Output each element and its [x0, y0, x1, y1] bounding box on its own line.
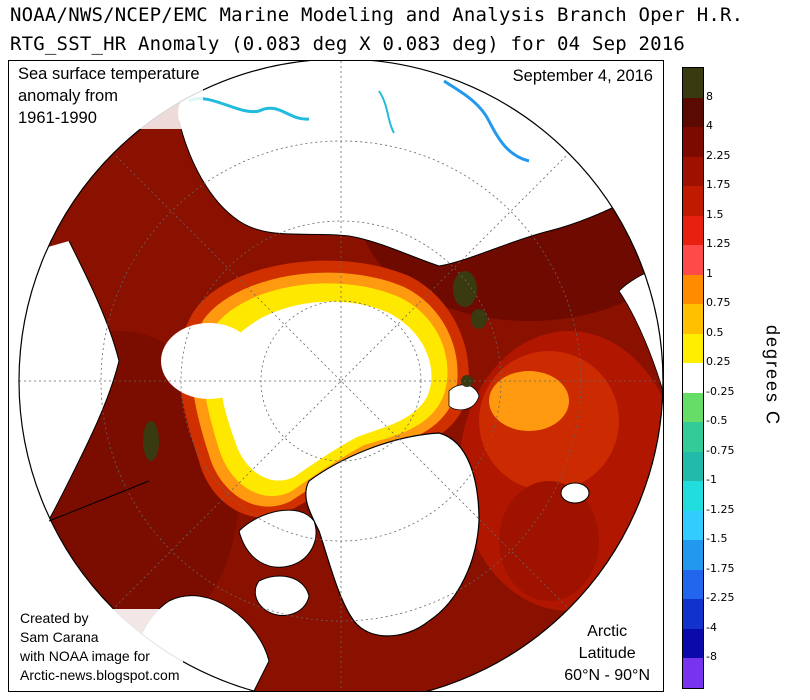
colorbar-segment	[683, 304, 703, 335]
colorbar-tick-label: -8	[706, 650, 717, 664]
map-title-line: Sea surface temperature	[18, 65, 200, 83]
colorbar-segment	[683, 628, 703, 659]
colorbar-tick-label: -0.5	[706, 414, 728, 428]
colorbar-tick-label: 0.25	[706, 355, 731, 369]
colorbar-tick-label: -2.25	[706, 591, 735, 605]
colorbar-segment	[683, 156, 703, 187]
colorbar-segment	[683, 127, 703, 158]
colorbar-unit: degrees C	[742, 310, 802, 440]
credit-line: Created by	[20, 610, 89, 626]
colorbar-segment	[683, 481, 703, 512]
colorbar-segment	[683, 451, 703, 482]
map-title-line: 1961-1990	[18, 109, 97, 127]
region-line: 60°N - 90°N	[564, 667, 650, 684]
colorbar-segment	[683, 68, 703, 99]
colorbar-tick-label: 1.5	[706, 207, 724, 221]
greenland-landmass	[305, 432, 480, 637]
colorbar-tick-label: -1.75	[706, 561, 735, 575]
colorbar-tick-label: 1.75	[706, 178, 731, 192]
colorbar-segment	[683, 422, 703, 453]
sst-anomaly-map	[18, 61, 663, 691]
colorbar-tick-label: 2.25	[706, 148, 731, 162]
colorbar-segment	[683, 186, 703, 217]
colorbar-segment	[683, 215, 703, 246]
colorbar-tick-label: -1	[706, 473, 717, 487]
iceland-landmass	[560, 482, 590, 504]
colorbar-segment	[683, 569, 703, 600]
colorbar-segment	[683, 245, 703, 276]
colorbar-legend	[682, 67, 704, 689]
map-panel: Sea surface temperature anomaly from 196…	[8, 60, 664, 692]
map-title-line: anomaly from	[18, 87, 118, 105]
colorbar-segment	[683, 274, 703, 305]
colorbar-tick-label: -1.25	[706, 502, 735, 516]
colorbar-tick-label: 8	[706, 89, 713, 103]
region-line: Arctic	[587, 623, 628, 640]
credit-overlay: Created by Sam Carana with NOAA image fo…	[17, 609, 183, 685]
map-date: September 4, 2016	[512, 67, 653, 85]
colorbar-segment	[683, 363, 703, 394]
colorbar-tick-label: 1	[706, 266, 713, 280]
colorbar-tick-label: 4	[706, 119, 713, 133]
colorbar-tick-label: 0.5	[706, 325, 724, 339]
region-overlay: Arctic Latitude 60°N - 90°N	[561, 621, 653, 687]
credit-line: with NOAA image for	[20, 648, 150, 664]
colorbar-segment	[683, 658, 703, 689]
credit-line: Arctic-news.blogspot.com	[20, 667, 180, 683]
colorbar-tick-label: -0.75	[706, 443, 735, 457]
colorbar-tick-label: -0.25	[706, 384, 735, 398]
colorbar-segment	[683, 599, 703, 630]
colorbar-unit-text: degrees C	[762, 324, 783, 427]
credit-line: Sam Carana	[20, 629, 99, 645]
map-title-overlay: Sea surface temperature anomaly from 196…	[15, 63, 203, 129]
colorbar-tick-label: 1.25	[706, 237, 731, 251]
colorbar-segment	[683, 97, 703, 128]
colorbar-segment	[683, 333, 703, 364]
region-line: Latitude	[578, 645, 636, 662]
header-line-2: RTG_SST_HR Anomaly (0.083 deg X 0.083 de…	[10, 33, 686, 55]
colorbar-tick-label: -4	[706, 620, 717, 634]
colorbar-tick-label: 0.75	[706, 296, 731, 310]
colorbar-segment	[683, 392, 703, 423]
colorbar-tick-label: -1.5	[706, 532, 728, 546]
header-line-1: NOAA/NWS/NCEP/EMC Marine Modeling and An…	[10, 4, 744, 26]
colorbar-segment	[683, 540, 703, 571]
colorbar-segment	[683, 510, 703, 541]
